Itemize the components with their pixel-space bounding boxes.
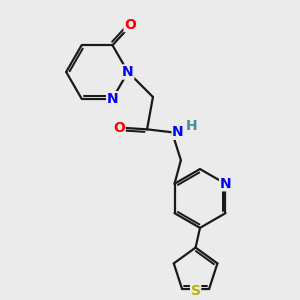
Text: O: O bbox=[124, 18, 136, 32]
Text: N: N bbox=[107, 92, 118, 106]
Text: N: N bbox=[220, 177, 231, 191]
Text: N: N bbox=[172, 125, 184, 139]
Text: S: S bbox=[190, 284, 201, 298]
Text: H: H bbox=[185, 119, 197, 134]
Text: N: N bbox=[122, 65, 134, 79]
Text: O: O bbox=[113, 121, 125, 135]
